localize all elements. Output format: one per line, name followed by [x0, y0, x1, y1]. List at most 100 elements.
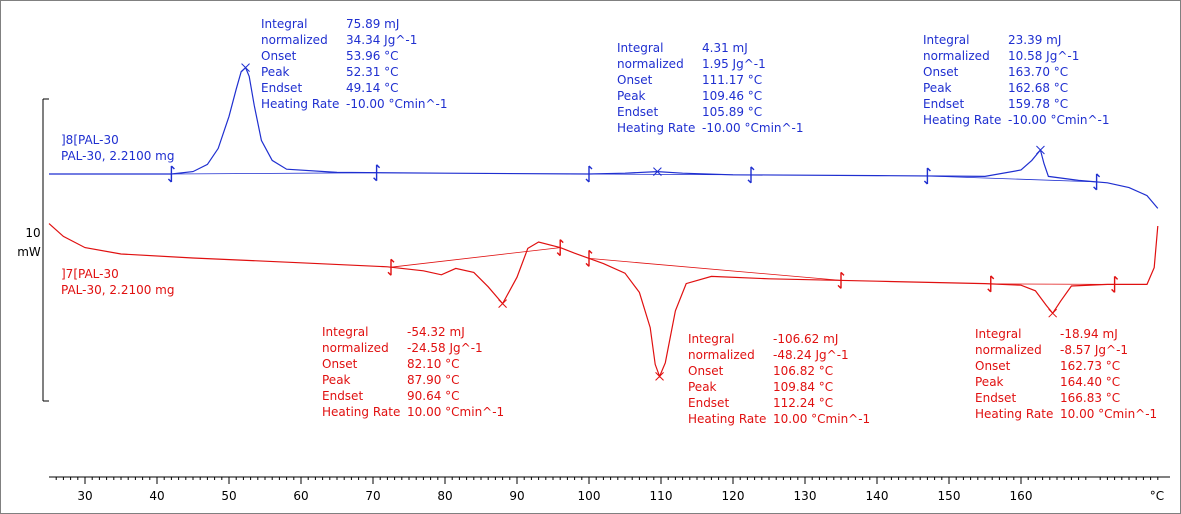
annotation-value: 75.89 mJ: [346, 17, 399, 31]
x-tick-label: 30: [77, 489, 92, 503]
peak-annotation: Integral 23.39 mJ normalized 10.58 Jg^-1 On…: [923, 33, 1110, 127]
x-tick-label: 150: [938, 489, 961, 503]
annotation-value: 87.90 °C: [407, 373, 460, 387]
annotation-value: 112.24 °C: [773, 396, 833, 410]
annotation-value: -18.94 mJ: [1060, 327, 1118, 341]
annotation-value: 10.00 °Cmin^-1: [1060, 407, 1157, 421]
annotation-label: normalized: [322, 341, 389, 355]
annotation-label: Onset: [322, 357, 358, 371]
integration-limit-marker: [585, 165, 593, 183]
cooling-curve: [48, 223, 1159, 379]
annotation-value: 1.95 Jg^-1: [702, 57, 766, 71]
annotation-label: Integral: [975, 327, 1021, 341]
annotation-value: 23.39 mJ: [1008, 33, 1061, 47]
annotation-value: 162.68 °C: [1008, 81, 1068, 95]
annotation-label: Endset: [975, 391, 1016, 405]
integration-limit-marker: [923, 167, 931, 185]
peak-marker: [241, 63, 250, 72]
integration-baseline: [927, 175, 1097, 183]
integration-limit-marker: [387, 258, 395, 276]
annotation-label: Heating Rate: [975, 407, 1053, 421]
annotation-value: -24.58 Jg^-1: [407, 341, 483, 355]
peak-annotation: Integral 75.89 mJ normalized 34.34 Jg^-1 On…: [261, 17, 448, 111]
peak-marker: [653, 167, 662, 176]
integration-limit-marker: [556, 239, 564, 257]
x-tick-label: 60: [293, 489, 308, 503]
heating-series-sample: PAL-30, 2.2100 mg: [61, 149, 175, 163]
integration-baseline: [990, 283, 1115, 285]
peak-annotation: Integral -18.94 mJ normalized -8.57 Jg^-1 O…: [975, 327, 1157, 421]
annotation-value: -10.00 °Cmin^-1: [346, 97, 448, 111]
annotation-value: 90.64 °C: [407, 389, 460, 403]
annotation-label: Integral: [923, 33, 969, 47]
x-tick-label: 160: [1010, 489, 1033, 503]
x-axis: 30 40 50 60 70 80 90 100 110 120 130 140 150 160: [49, 476, 1170, 503]
annotation-label: normalized: [975, 343, 1042, 357]
annotation-value: 162.73 °C: [1060, 359, 1120, 373]
integration-baseline: [390, 247, 561, 268]
integration-limit-marker: [837, 271, 845, 289]
annotation-value: 10.00 °Cmin^-1: [773, 412, 870, 426]
x-tick-label: 130: [794, 489, 817, 503]
integration-limit-marker: [167, 165, 175, 183]
annotation-label: Endset: [261, 81, 302, 95]
cooling-series-sample: PAL-30, 2.2100 mg: [61, 283, 175, 297]
peak-annotations: Integral 75.89 mJ normalized 34.34 Jg^-1 On…: [261, 17, 1157, 426]
annotation-value: 52.31 °C: [346, 65, 399, 79]
annotation-label: Endset: [617, 105, 658, 119]
peak-marker: [498, 299, 507, 308]
annotation-value: 10.58 Jg^-1: [1008, 49, 1079, 63]
annotation-label: Heating Rate: [617, 121, 695, 135]
annotation-value: -54.32 mJ: [407, 325, 465, 339]
annotation-value: 164.40 °C: [1060, 375, 1120, 389]
annotation-value: -10.00 °Cmin^-1: [702, 121, 804, 135]
annotation-label: Onset: [688, 364, 724, 378]
x-tick-label: 140: [866, 489, 889, 503]
annotation-label: Peak: [261, 65, 290, 79]
x-tick-label: 50: [221, 489, 236, 503]
annotation-label: normalized: [617, 57, 684, 71]
integration-baseline: [171, 172, 377, 175]
annotation-label: Integral: [322, 325, 368, 339]
x-tick-label: 90: [509, 489, 524, 503]
annotation-label: Peak: [322, 373, 351, 387]
annotation-value: 4.31 mJ: [702, 41, 748, 55]
x-tick-label: 110: [650, 489, 673, 503]
markers-layer: [167, 63, 1119, 381]
annotation-value: 82.10 °C: [407, 357, 460, 371]
integration-baseline: [588, 173, 752, 176]
annotation-label: Peak: [688, 380, 717, 394]
annotation-value: 163.70 °C: [1008, 65, 1068, 79]
y-scale-unit: mW: [17, 245, 41, 259]
peak-annotation: Integral 4.31 mJ normalized 1.95 Jg^-1 Onse…: [617, 41, 804, 135]
x-tick-label: 80: [437, 489, 452, 503]
x-tick-label: 40: [149, 489, 164, 503]
integration-limit-marker: [585, 249, 593, 267]
peak-annotation: Integral -54.32 mJ normalized -24.58 Jg^-1…: [322, 325, 504, 419]
peak-marker: [1048, 308, 1058, 318]
annotation-value: 106.82 °C: [773, 364, 833, 378]
annotation-label: Peak: [923, 81, 952, 95]
x-tick-label: 70: [365, 489, 380, 503]
annotation-value: 34.34 Jg^-1: [346, 33, 417, 47]
annotation-label: Endset: [923, 97, 964, 111]
integration-baseline: [588, 258, 842, 281]
annotation-label: Endset: [322, 389, 363, 403]
annotation-label: normalized: [923, 49, 990, 63]
annotation-value: 53.96 °C: [346, 49, 399, 63]
annotation-label: Integral: [617, 41, 663, 55]
annotation-label: Heating Rate: [688, 412, 766, 426]
integration-limit-marker: [747, 166, 755, 184]
annotation-label: Peak: [617, 89, 646, 103]
annotation-value: 10.00 °Cmin^-1: [407, 405, 504, 419]
annotation-value: 159.78 °C: [1008, 97, 1068, 111]
annotation-label: Heating Rate: [322, 405, 400, 419]
series-labels: ]8[PAL-30 PAL-30, 2.2100 mg ]7[PAL-30 PA…: [61, 133, 175, 297]
annotation-label: Onset: [923, 65, 959, 79]
annotation-label: Heating Rate: [261, 97, 339, 111]
annotation-value: 111.17 °C: [702, 73, 762, 87]
annotation-value: 105.89 °C: [702, 105, 762, 119]
annotation-label: Endset: [688, 396, 729, 410]
heating-series-name: ]8[PAL-30: [61, 133, 119, 147]
